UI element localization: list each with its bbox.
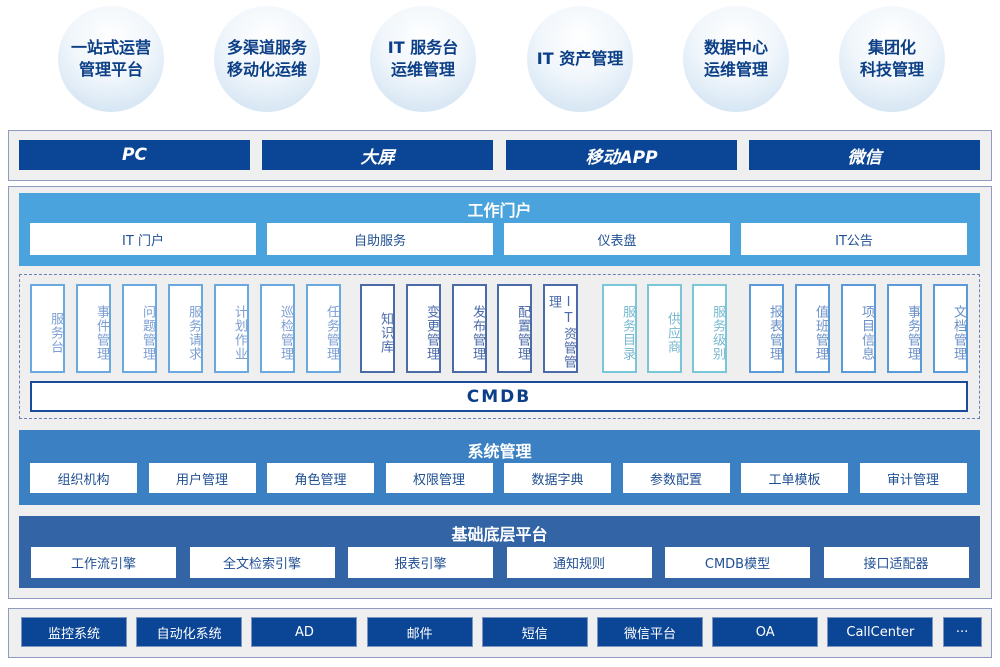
module-group4[interactable]: 文档管理: [933, 284, 968, 373]
module-group2[interactable]: 发布管理: [452, 284, 487, 373]
integration-item[interactable]: 微信平台: [597, 617, 703, 647]
module-group4[interactable]: 项目信息: [841, 284, 876, 373]
module-group2[interactable]: 配置管理: [497, 284, 532, 373]
integration-item[interactable]: AD: [251, 617, 358, 647]
capability-1: 一站式运营 管理平台: [58, 6, 164, 112]
module-group2[interactable]: 知识库: [360, 284, 395, 373]
system-item[interactable]: 工单模板: [741, 463, 848, 493]
portal-item[interactable]: 自助服务: [267, 223, 493, 255]
foundation-item[interactable]: 通知规则: [506, 547, 652, 578]
foundation-item[interactable]: 接口适配器: [823, 547, 969, 578]
modules-area: [19, 274, 980, 419]
module-group1[interactable]: 服务请求: [168, 284, 203, 373]
foundation-title: 基础底层平台: [451, 525, 548, 544]
channel-button[interactable]: 移动APP: [506, 140, 737, 170]
module-group4[interactable]: 事务管理: [887, 284, 922, 373]
system-item[interactable]: 参数配置: [622, 463, 730, 493]
foundation-item[interactable]: 工作流引擎: [31, 547, 176, 578]
integration-item[interactable]: 监控系统: [21, 617, 127, 647]
system-item[interactable]: 角色管理: [267, 463, 374, 493]
portal-item[interactable]: IT公告: [741, 223, 967, 255]
capability-3: IT 服务台 运维管理: [370, 6, 476, 112]
system-item[interactable]: 审计管理: [859, 463, 967, 493]
module-group3[interactable]: 服务级别: [692, 284, 727, 373]
module-group3[interactable]: 供应商: [647, 284, 682, 373]
capability-2: 多渠道服务 移动化运维: [214, 6, 320, 112]
module-group1[interactable]: 事件管理: [76, 284, 111, 373]
module-group1[interactable]: 计划作业: [214, 284, 249, 373]
foundation-item[interactable]: 报表引擎: [348, 547, 493, 578]
foundation-band: 基础底层平台: [19, 516, 980, 588]
foundation-item[interactable]: 全文检索引擎: [189, 547, 335, 578]
foundation-item[interactable]: CMDB模型: [665, 547, 810, 578]
module-group1[interactable]: 任务管理: [306, 284, 341, 373]
integration-item[interactable]: OA: [712, 617, 819, 647]
system-title: 系统管理: [467, 442, 532, 461]
portal-item[interactable]: 仪表盘: [504, 223, 730, 255]
cmdb-bar[interactable]: CMDB: [30, 381, 968, 412]
module-group4[interactable]: 报表管理: [749, 284, 784, 373]
channel-button[interactable]: PC: [19, 140, 250, 170]
channel-button[interactable]: 微信: [749, 140, 980, 170]
portal-item[interactable]: IT 门户: [30, 223, 256, 255]
module-group4[interactable]: 值班管理: [795, 284, 830, 373]
integration-item[interactable]: 短信: [481, 617, 588, 647]
module-group2[interactable]: IT资管管理: [543, 284, 578, 373]
integration-item[interactable]: CallCenter: [827, 617, 934, 647]
integration-item[interactable]: ···: [942, 617, 982, 647]
system-item[interactable]: 数据字典: [504, 463, 611, 493]
portal-title: 工作门户: [467, 201, 532, 220]
module-group3[interactable]: 服务目录: [602, 284, 637, 373]
channel-button[interactable]: 大屏: [262, 140, 493, 170]
capability-4: IT 资产管理: [527, 6, 633, 112]
integration-item[interactable]: 自动化系统: [136, 617, 243, 647]
module-group1[interactable]: 巡检管理: [260, 284, 295, 373]
module-group2[interactable]: 变更管理: [406, 284, 441, 373]
module-group1[interactable]: 问题管理: [122, 284, 157, 373]
capability-5: 数据中心 运维管理: [683, 6, 789, 112]
module-group1[interactable]: 服务台: [30, 284, 65, 373]
system-item[interactable]: 权限管理: [385, 463, 493, 493]
integration-item[interactable]: 邮件: [366, 617, 473, 647]
system-item[interactable]: 组织机构: [30, 463, 137, 493]
system-item[interactable]: 用户管理: [148, 463, 256, 493]
capability-6: 集团化 科技管理: [839, 6, 945, 112]
